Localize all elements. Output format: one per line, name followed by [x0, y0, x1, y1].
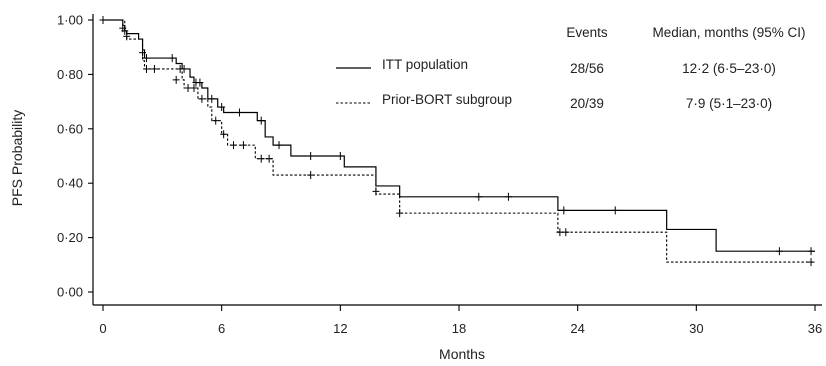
table-header-median: Median, months (95% CI) [652, 25, 805, 40]
x-tick-label: 6 [218, 321, 225, 336]
km-curve-bort [103, 19, 815, 263]
x-tick-label: 12 [333, 321, 347, 336]
y-tick-label: 1·00 [57, 13, 83, 28]
y-ticks: 0·00 0·20 0·40 0·60 0·80 1·00 [57, 13, 93, 300]
y-tick-label: 0·80 [57, 67, 83, 82]
y-tick-label: 0·60 [57, 121, 83, 136]
y-axis-title: PFS Probability [9, 110, 25, 206]
series-layer [99, 16, 815, 267]
x-tick-label: 0 [99, 321, 106, 336]
median-bort: 7·9 (5·1–23·0) [686, 96, 772, 111]
events-itt: 28/56 [570, 61, 604, 76]
legend-label-itt: ITT population [382, 57, 468, 72]
km-curve-itt [103, 19, 815, 252]
y-tick-label: 0·40 [57, 176, 83, 191]
table-header-events: Events [566, 25, 608, 40]
legend: Events Median, months (95% CI) ITT popul… [336, 25, 806, 111]
x-tick-label: 30 [689, 321, 703, 336]
events-bort: 20/39 [570, 96, 604, 111]
median-itt: 12·2 (6·5–23·0) [682, 61, 776, 76]
x-tick-label: 18 [452, 321, 466, 336]
x-axis-title: Months [439, 346, 485, 362]
legend-label-bort: Prior-BORT subgroup [382, 92, 512, 107]
y-tick-label: 0·20 [57, 230, 83, 245]
y-tick-label: 0·00 [57, 285, 83, 300]
x-tick-label: 36 [808, 321, 822, 336]
x-ticks: 0 6 12 18 24 30 36 [99, 305, 822, 336]
x-tick-label: 24 [570, 321, 584, 336]
